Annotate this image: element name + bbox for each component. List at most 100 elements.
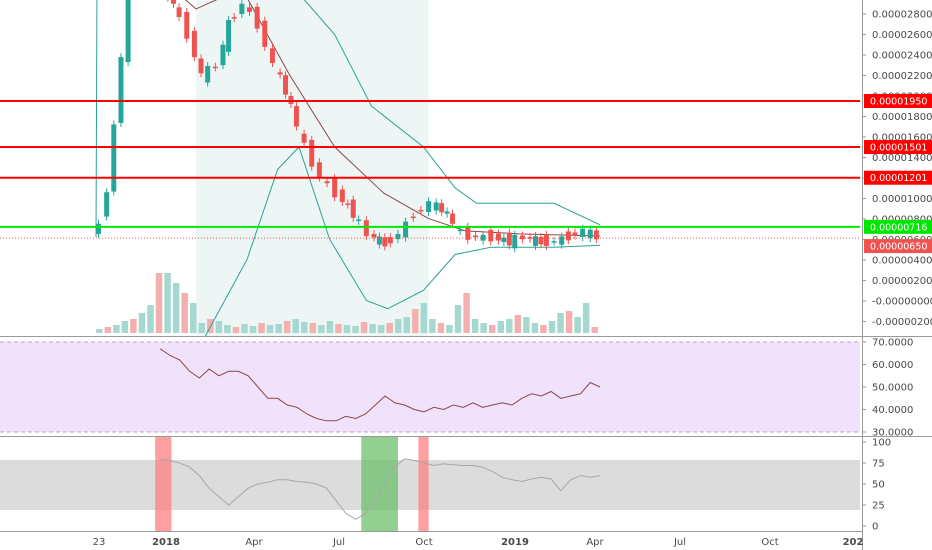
volume-bar: [523, 317, 530, 333]
price-level-badge-label: 0.00001201: [870, 173, 927, 184]
candle-body: [356, 219, 362, 221]
volume-bar: [155, 273, 163, 333]
volume-bar: [574, 317, 581, 333]
price-tick-label: 0.00000200: [872, 276, 932, 287]
price-tick-label: 0.00001000: [872, 194, 932, 205]
volume-bar: [121, 321, 129, 333]
candle-body: [382, 237, 388, 247]
stochastic-axis[interactable]: 100 75 50 25 0: [862, 438, 891, 533]
candle-body: [538, 236, 544, 245]
candle-body: [543, 235, 549, 246]
price-tick-label: 0.00002200: [872, 71, 932, 82]
bollinger-lower-band: [204, 146, 601, 337]
volume-bar: [446, 325, 453, 333]
stochastic-line: [160, 458, 601, 520]
candle-body: [587, 229, 593, 239]
volume-bar: [266, 325, 274, 333]
volume-bar: [104, 327, 112, 333]
volume-bar: [454, 305, 462, 333]
rsi-line: [160, 348, 601, 422]
candle-body: [231, 17, 237, 19]
volume-bar: [531, 323, 539, 333]
candle-body: [269, 48, 275, 64]
price-level-badge: [864, 93, 932, 108]
candle-body: [559, 236, 565, 245]
candle-body: [512, 234, 518, 249]
candle-body: [96, 223, 101, 234]
stochastic-tick-label: 100: [872, 438, 891, 449]
candle-body: [533, 236, 539, 246]
rsi-tick-label: 50.0000: [872, 383, 913, 394]
time-tick-label: Oct: [761, 537, 778, 548]
candle-body: [125, 0, 131, 63]
candle-body: [376, 236, 382, 245]
rsi-tick-label: 60.0000: [872, 360, 913, 371]
candle-body: [220, 44, 226, 66]
candle-body: [572, 232, 578, 236]
bollinger-upper-band: [95, 0, 601, 238]
candle-body: [439, 203, 445, 213]
price-tick-label: -0.00000000: [872, 297, 932, 308]
time-tick-label: 2019: [501, 537, 529, 548]
volume-bar: [309, 323, 317, 333]
price-tick-label: 0.00002800: [872, 10, 932, 21]
volume-bar: [241, 324, 248, 333]
time-tick-label: Apr: [245, 537, 263, 548]
candle-body: [488, 229, 494, 242]
time-tick-label: 202: [843, 537, 864, 548]
rsi-panel[interactable]: [0, 341, 860, 433]
candle-body: [418, 209, 424, 212]
volume-bar: [514, 315, 522, 333]
price-tick-label: 0.00000400: [872, 256, 932, 267]
candle-body: [184, 11, 190, 39]
candle-body: [395, 233, 401, 240]
candle-body: [387, 237, 393, 244]
volume-bar: [497, 321, 504, 333]
volume-bar: [318, 325, 325, 333]
volume-bar: [215, 321, 223, 333]
candle-body: [118, 57, 124, 123]
candle-body: [501, 237, 507, 243]
candle-body: [403, 221, 409, 238]
stochastic-tick-label: 25: [872, 501, 885, 512]
price-tick-label: 0.00002400: [872, 51, 932, 62]
volume-bar: [224, 325, 231, 333]
volume-bar: [488, 325, 496, 333]
candle-body: [283, 75, 289, 95]
candle-body: [580, 228, 586, 238]
stochastic-tick-label: 50: [872, 480, 885, 491]
time-tick-label: Oct: [415, 537, 432, 548]
time-tick-label: Jul: [332, 537, 345, 548]
candle-body: [345, 203, 351, 205]
candle-body: [363, 220, 369, 237]
volume-bar: [130, 319, 137, 333]
volume-bar: [565, 311, 573, 333]
candle-body: [191, 30, 197, 58]
candle-body: [410, 216, 416, 219]
candle-body: [527, 237, 533, 239]
rsi-axis[interactable]: 70.0000 60.0000 50.0000 40.0000 30.0000: [862, 338, 913, 439]
volume-bar: [471, 319, 479, 333]
volume-bar: [506, 319, 513, 333]
price-panel[interactable]: [0, 0, 860, 337]
price-tick-label: 0.00002600: [872, 30, 932, 41]
rsi-tick-label: 70.0000: [872, 338, 913, 349]
price-axis[interactable]: 0.00002800 0.00002600 0.00002400 0.00002200…: [862, 10, 932, 329]
candle-body: [293, 106, 299, 127]
stochastic-panel[interactable]: [0, 437, 860, 531]
volume-bar: [394, 319, 402, 333]
candle-body: [324, 181, 330, 184]
price-level-badge-label: 0.00001501: [870, 143, 927, 154]
last-price-badge-label: 0.00000650: [870, 242, 927, 253]
volume-bar: [138, 313, 146, 333]
volume-bar: [429, 319, 436, 333]
rsi-tick-label: 30.0000: [872, 428, 913, 439]
price-tick-label: -0.00000200: [872, 317, 932, 328]
bollinger-fill: [195, 0, 429, 336]
volume-bar: [548, 321, 556, 333]
time-axis[interactable]: 23 2018 Apr Jul Oct 2019 Apr Jul Oct 202: [93, 537, 864, 548]
candle-body: [246, 7, 252, 12]
candle-body: [593, 230, 599, 240]
volume-bar: [412, 309, 419, 333]
